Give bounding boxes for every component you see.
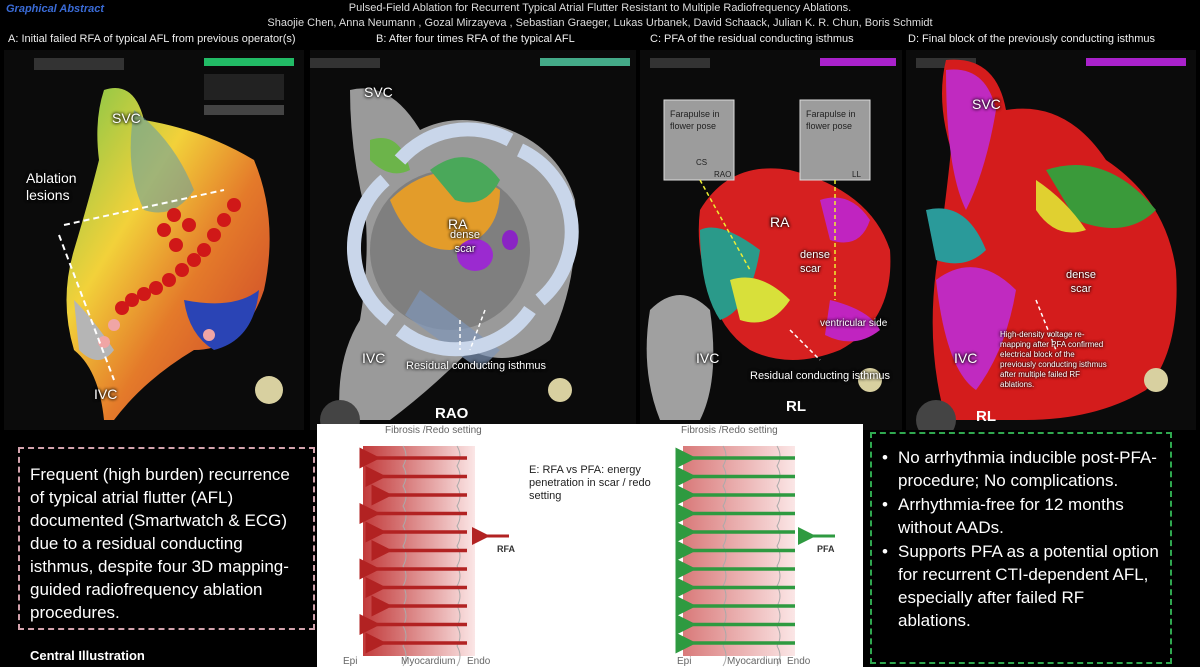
- panel-b-map: SVC RA dense scar IVC Residual conductin…: [310, 50, 636, 430]
- panel-d-map: SVC dense scar IVC High-density voltage …: [906, 50, 1196, 430]
- background-box: Frequent (high burden) recurrence of typ…: [18, 447, 315, 630]
- fibrosis-label-left: Fibrosis /Redo setting: [385, 425, 482, 436]
- panel-c-inset-cs: CS: [696, 158, 708, 167]
- scar-line: [776, 445, 781, 667]
- panel-d-svc-label: SVC: [972, 96, 1001, 112]
- panel-d-label: D: Final block of the previously conduct…: [908, 33, 1156, 45]
- bottom-label-endo-right: Endo: [787, 656, 811, 667]
- bottom-label-endo-left: Endo: [467, 656, 491, 667]
- panel-c-view-label: RL: [786, 398, 806, 415]
- panel-b-scar-label: dense scar: [450, 229, 480, 255]
- panel-b-view-label: RAO: [435, 405, 469, 422]
- panel-a-svc-label: SVC: [112, 110, 141, 126]
- panel-c-ventricular-label: ventricular side: [820, 318, 888, 329]
- panel-b-ra-label: RA: [448, 216, 468, 232]
- panel-e-illustration: Fibrosis /Redo setting Fibrosis /Redo se…: [317, 424, 863, 667]
- panel-b-svc-label: SVC: [364, 84, 393, 100]
- outcome-box: No arrhythmia inducible post-PFA-procedu…: [870, 432, 1172, 664]
- panel-b-map-image: [310, 58, 630, 430]
- panel-b-isthmus-label: Residual conducting isthmus: [406, 360, 547, 372]
- panel-c-inset-left-text: Farapulse in flower pose: [670, 109, 720, 131]
- panel-d-scar-label: dense scar: [1066, 269, 1096, 295]
- panel-c-isthmus-label: Residual conducting isthmus: [750, 370, 891, 382]
- panel-c-map: Farapulse in flower pose CS RAO Farapuls…: [640, 50, 902, 430]
- panel-c-inset-rao: RAO: [714, 170, 732, 179]
- panel-b-ivc-label: IVC: [362, 350, 386, 366]
- panel-d-note: High-density voltage re- mapping after P…: [1000, 330, 1107, 389]
- panel-e-text: E: RFA vs PFA: energy penetration in sca…: [529, 464, 651, 502]
- panel-d-view-label: RL: [976, 408, 996, 425]
- panel-d-ivc-label: IVC: [954, 350, 978, 366]
- graphical-abstract-label: Graphical Abstract: [6, 3, 105, 15]
- panel-c-scar-label: dense scar: [800, 249, 830, 275]
- outcome-item: Arrhythmia-free for 12 months without AA…: [878, 493, 1160, 539]
- scar-line: [722, 445, 727, 667]
- pfa-legend-label: PFA: [817, 544, 835, 554]
- panel-c-inset-ll: LL: [852, 170, 861, 179]
- outcome-item: No arrhythmia inducible post-PFA-procedu…: [878, 446, 1160, 492]
- scar-line: [456, 445, 461, 667]
- panel-a-ivc-label: IVC: [94, 386, 118, 402]
- panel-d-map-image: [916, 58, 1186, 430]
- bottom-label-epi-left: Epi: [343, 656, 358, 667]
- rfa-legend-label: RFA: [497, 544, 515, 554]
- panel-c-ra-label: RA: [770, 214, 790, 230]
- panel-e-diagram: [359, 445, 835, 667]
- outcome-list: No arrhythmia inducible post-PFA-procedu…: [878, 446, 1160, 632]
- panel-c-map-image: [646, 58, 896, 420]
- scar-line: [402, 445, 407, 667]
- panel-c-ivc-label: IVC: [696, 350, 720, 366]
- panel-c-inset-right-text: Farapulse in flower pose: [806, 109, 856, 131]
- panel-a-map: SVC Ablation lesions IVC: [4, 50, 304, 430]
- panel-a-ablation-label: Ablation lesions: [26, 170, 77, 203]
- bottom-label-myocardium-left: Myocardium: [401, 656, 456, 667]
- panel-a-map-image: [34, 58, 294, 420]
- bottom-label-epi-right: Epi: [677, 656, 692, 667]
- paper-title: Pulsed-Field Ablation for Recurrent Typi…: [348, 2, 852, 14]
- bottom-label-myocardium-right: Myocardium: [727, 656, 782, 667]
- central-illustration-label: Central Illustration: [30, 648, 145, 663]
- panel-c-label: C: PFA of the residual conducting isthmu…: [650, 33, 854, 45]
- author-list: Shaojie Chen, Anna Neumann , Gozal Mirza…: [267, 17, 933, 29]
- background-text: Frequent (high burden) recurrence of typ…: [30, 465, 290, 622]
- panel-b-label: B: After four times RFA of the typical A…: [376, 33, 575, 45]
- panel-a-label: A: Initial failed RFA of typical AFL fro…: [8, 33, 296, 45]
- fibrosis-label-right: Fibrosis /Redo setting: [681, 425, 778, 436]
- outcome-item: Supports PFA as a potential option for r…: [878, 540, 1160, 632]
